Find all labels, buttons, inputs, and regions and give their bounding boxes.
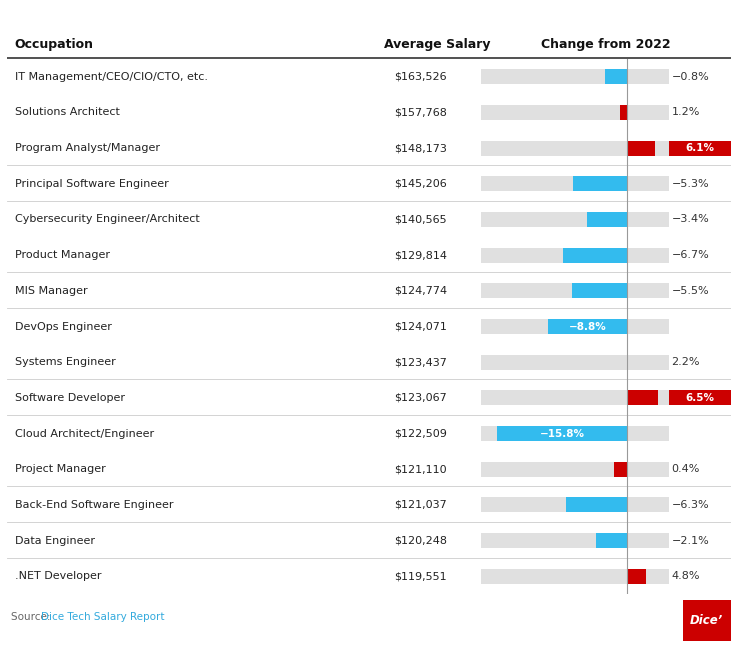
Bar: [683, 599, 731, 641]
Bar: [627, 140, 655, 155]
Text: $120,248: $120,248: [394, 535, 447, 546]
Text: $122,509: $122,509: [394, 428, 447, 439]
Text: Change from 2022: Change from 2022: [541, 38, 671, 51]
Text: Dice Tech Salary Report: Dice Tech Salary Report: [41, 613, 165, 622]
Bar: [481, 319, 669, 334]
Text: $124,071: $124,071: [394, 321, 447, 332]
Text: $121,037: $121,037: [394, 500, 447, 510]
Text: DevOps Engineer: DevOps Engineer: [15, 321, 111, 332]
Bar: [481, 69, 669, 84]
Bar: [481, 105, 669, 119]
Bar: [548, 319, 627, 334]
Text: Project Manager: Project Manager: [15, 464, 106, 474]
Text: $163,526: $163,526: [394, 72, 447, 82]
Text: −5.5%: −5.5%: [672, 286, 709, 296]
Text: Back-End Software Engineer: Back-End Software Engineer: [15, 500, 173, 510]
Text: $145,206: $145,206: [394, 179, 447, 189]
Text: 0.4%: 0.4%: [672, 464, 700, 474]
Text: $121,110: $121,110: [394, 464, 447, 474]
Bar: [481, 283, 669, 298]
Text: Product Manager: Product Manager: [15, 250, 110, 260]
Text: Occupation: Occupation: [15, 38, 94, 51]
Text: Principal Software Engineer: Principal Software Engineer: [15, 179, 168, 189]
Text: 4.8%: 4.8%: [672, 571, 700, 581]
Bar: [481, 534, 669, 548]
Text: $119,551: $119,551: [394, 571, 447, 581]
Bar: [481, 176, 669, 191]
Bar: [573, 176, 627, 191]
Text: $123,067: $123,067: [394, 393, 447, 403]
Bar: [497, 426, 627, 441]
Text: $140,565: $140,565: [394, 214, 447, 225]
Text: Dice’: Dice’: [690, 614, 723, 627]
Text: 2.2%: 2.2%: [672, 357, 700, 367]
Text: IT Management/CEO/CIO/CTO, etc.: IT Management/CEO/CIO/CTO, etc.: [15, 72, 207, 82]
Bar: [481, 426, 669, 441]
Text: Cloud Architect/Engineer: Cloud Architect/Engineer: [15, 428, 154, 439]
Text: −6.7%: −6.7%: [672, 250, 709, 260]
Bar: [614, 462, 627, 477]
Text: −2.1%: −2.1%: [672, 535, 709, 546]
Text: Source:: Source:: [11, 613, 54, 622]
Bar: [669, 390, 731, 406]
Text: $124,774: $124,774: [394, 286, 447, 296]
Text: −3.4%: −3.4%: [672, 214, 709, 225]
Bar: [481, 462, 669, 477]
Bar: [481, 212, 669, 227]
Text: −15.8%: −15.8%: [539, 428, 584, 439]
Bar: [481, 498, 669, 513]
Text: Cybersecurity Engineer/Architect: Cybersecurity Engineer/Architect: [15, 214, 199, 225]
Bar: [481, 569, 669, 584]
Text: 6.1%: 6.1%: [686, 143, 714, 153]
Text: −6.3%: −6.3%: [672, 500, 709, 510]
Text: $157,768: $157,768: [394, 107, 447, 118]
Text: 1.2%: 1.2%: [672, 107, 700, 118]
Text: Software Developer: Software Developer: [15, 393, 125, 403]
Bar: [627, 390, 658, 406]
Bar: [571, 283, 627, 298]
Text: $129,814: $129,814: [394, 250, 447, 260]
Text: MIS Manager: MIS Manager: [15, 286, 87, 296]
Text: Solutions Architect: Solutions Architect: [15, 107, 120, 118]
Text: $148,173: $148,173: [394, 143, 447, 153]
Text: Systems Engineer: Systems Engineer: [15, 357, 115, 367]
Text: Data Engineer: Data Engineer: [15, 535, 94, 546]
Text: −5.3%: −5.3%: [672, 179, 709, 189]
Text: Program Analyst/Manager: Program Analyst/Manager: [15, 143, 159, 153]
Bar: [620, 105, 627, 119]
Text: Average Salary: Average Salary: [384, 38, 491, 51]
Bar: [481, 390, 669, 406]
Bar: [669, 140, 731, 155]
Bar: [481, 355, 669, 370]
Bar: [481, 140, 669, 155]
Bar: [605, 69, 627, 84]
Bar: [587, 212, 627, 227]
Text: 6.5%: 6.5%: [686, 393, 714, 403]
Text: .NET Developer: .NET Developer: [15, 571, 101, 581]
Bar: [596, 534, 627, 548]
Bar: [566, 498, 627, 513]
Bar: [627, 569, 646, 584]
Bar: [481, 247, 669, 263]
Text: −8.8%: −8.8%: [568, 321, 607, 332]
Bar: [563, 247, 627, 263]
Text: −0.8%: −0.8%: [672, 72, 709, 82]
Text: $123,437: $123,437: [394, 357, 447, 367]
